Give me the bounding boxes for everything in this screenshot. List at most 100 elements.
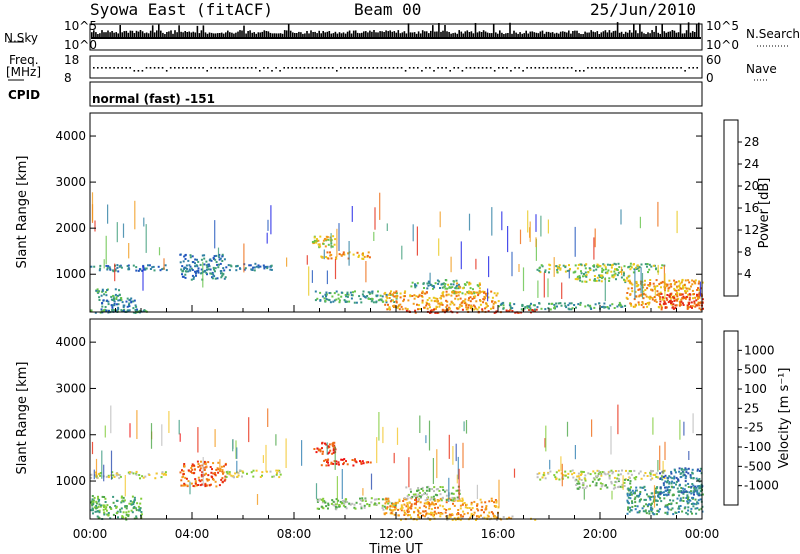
data-cell (270, 268, 273, 271)
data-cell (101, 290, 104, 293)
data-cell (656, 293, 659, 296)
data-cell (322, 242, 325, 245)
nsky-bar (466, 30, 469, 38)
freq-tick-bottom: 8 (64, 71, 72, 85)
data-cell (699, 498, 702, 501)
data-cell (338, 301, 341, 304)
data-cell (384, 303, 387, 306)
data-cell (215, 485, 218, 488)
data-cell (652, 473, 655, 476)
beam-title: Beam 00 (354, 0, 422, 19)
data-cell (492, 305, 495, 308)
data-cell (644, 472, 647, 474)
data-cell (399, 508, 402, 510)
data-cell (210, 483, 212, 486)
data-cell (648, 510, 651, 513)
data-cell (584, 478, 587, 481)
nsky-bar (312, 32, 314, 38)
data-cell (435, 305, 438, 308)
freq-dot (421, 70, 423, 72)
data-cell (689, 474, 692, 477)
data-cell (682, 474, 685, 477)
data-cell (507, 310, 510, 313)
nsky-bar (452, 33, 454, 38)
data-cell (321, 442, 323, 445)
data-cell (358, 254, 360, 257)
nsky-bar (647, 32, 649, 38)
nsky-bar (568, 30, 570, 38)
data-cell (399, 296, 402, 299)
data-cell (196, 258, 198, 261)
data-cell (455, 287, 458, 290)
data-cell (629, 497, 632, 500)
data-cell (339, 500, 342, 503)
data-streak (202, 457, 204, 486)
data-cell (103, 513, 106, 516)
data-streak (452, 446, 454, 465)
data-cell (327, 504, 330, 507)
data-cell (651, 507, 654, 510)
data-cell (650, 288, 653, 291)
nsky-bar (428, 33, 430, 38)
nsky-bar (586, 32, 588, 38)
data-cell (454, 297, 457, 300)
data-cell (277, 469, 279, 472)
data-cell (404, 290, 407, 293)
data-cell (111, 309, 114, 311)
nsky-bar (381, 31, 383, 38)
data-cell (575, 306, 577, 309)
data-streak (519, 229, 522, 245)
data-cell (199, 272, 202, 275)
data-cell (680, 300, 683, 303)
data-cell (550, 302, 553, 305)
data-cell (655, 499, 657, 502)
data-cell (266, 267, 269, 270)
data-cell (335, 460, 338, 463)
data-cell (629, 487, 632, 490)
data-cell (696, 295, 699, 298)
data-cell (659, 492, 662, 495)
data-cell (441, 309, 444, 312)
data-cell (340, 502, 343, 505)
data-cell (424, 292, 427, 295)
data-cell (106, 299, 109, 302)
data-cell (371, 292, 374, 295)
data-cell (695, 477, 698, 480)
data-cell (462, 287, 465, 290)
freq-dot (550, 67, 553, 69)
data-cell (218, 253, 221, 256)
data-streak (104, 425, 106, 438)
data-cell (697, 287, 699, 290)
data-cell (417, 510, 420, 513)
data-cell (450, 514, 453, 517)
data-cell (342, 500, 345, 502)
nsky-bar (687, 22, 690, 38)
data-streak (334, 258, 337, 280)
data-cell (439, 303, 442, 306)
data-cell (408, 510, 410, 513)
data-cell (686, 306, 689, 309)
data-cell (385, 500, 388, 503)
data-cell (584, 305, 587, 308)
data-cell (428, 503, 431, 506)
data-cell (453, 497, 456, 500)
data-cell (696, 501, 699, 504)
data-cell (580, 272, 583, 275)
data-cell (95, 507, 98, 510)
data-cell (698, 478, 701, 480)
data-cell (418, 492, 421, 494)
data-cell (208, 478, 210, 481)
data-cell (610, 480, 613, 483)
data-streak (334, 446, 336, 470)
data-cell (672, 303, 675, 306)
data-cell (437, 302, 440, 305)
data-cell (217, 471, 220, 474)
data-cell (91, 504, 94, 507)
data-streak (568, 269, 570, 279)
data-cell (105, 309, 108, 312)
data-cell (205, 268, 208, 271)
data-cell (187, 480, 190, 483)
data-cell (105, 294, 108, 297)
nsky-bar (336, 33, 339, 38)
data-cell (439, 497, 442, 500)
